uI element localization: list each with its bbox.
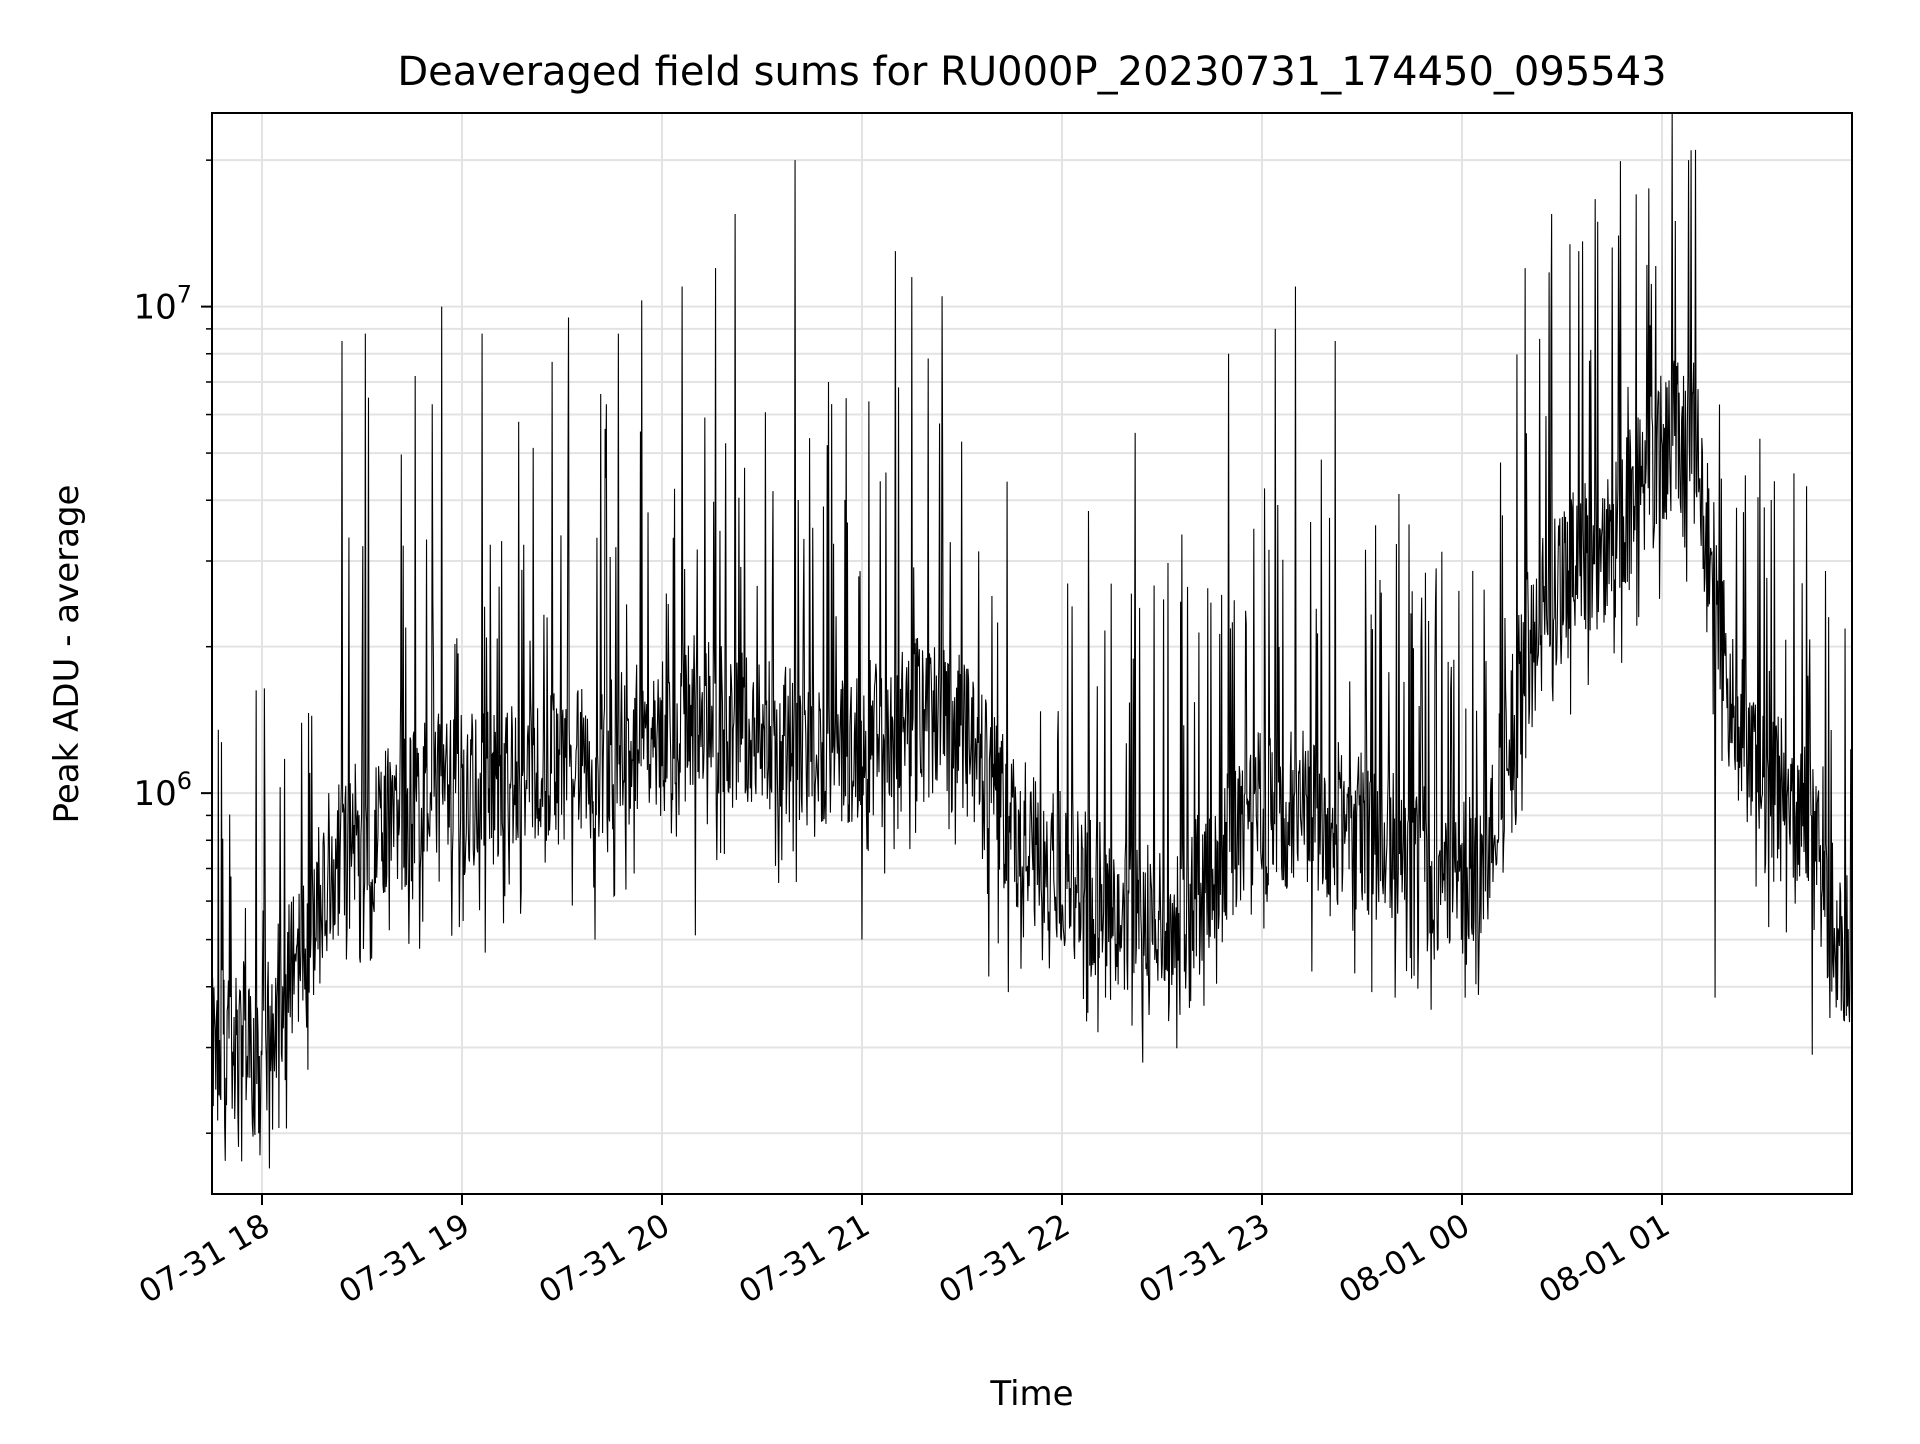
x-tick-label: 07-31 18 <box>132 1206 276 1311</box>
x-axis-label: Time <box>989 1374 1073 1414</box>
y-tick-label: 107 <box>133 281 192 328</box>
y-tick-label: 106 <box>133 767 192 814</box>
x-tick-label: 08-01 00 <box>1332 1206 1476 1311</box>
x-tick-label: 07-31 23 <box>1132 1206 1276 1311</box>
x-tick-label: 08-01 01 <box>1532 1206 1676 1311</box>
y-axis: 106 107 <box>133 159 212 1134</box>
x-axis: 07-31 18 07-31 19 07-31 20 07-31 21 07-31 22… <box>132 1194 1676 1311</box>
plot-area <box>211 112 1853 1169</box>
x-tick-label: 07-31 19 <box>332 1206 476 1311</box>
plot-frame <box>211 112 1853 1195</box>
x-tick-label: 07-31 22 <box>932 1206 1076 1311</box>
chart-title: Deaveraged field sums for RU000P_2023073… <box>397 49 1666 95</box>
x-tick-label: 07-31 21 <box>732 1206 876 1311</box>
series-line <box>211 112 1853 1169</box>
y-axis-label: Peak ADU - average <box>47 485 87 824</box>
x-tick-label: 07-31 20 <box>532 1206 676 1311</box>
